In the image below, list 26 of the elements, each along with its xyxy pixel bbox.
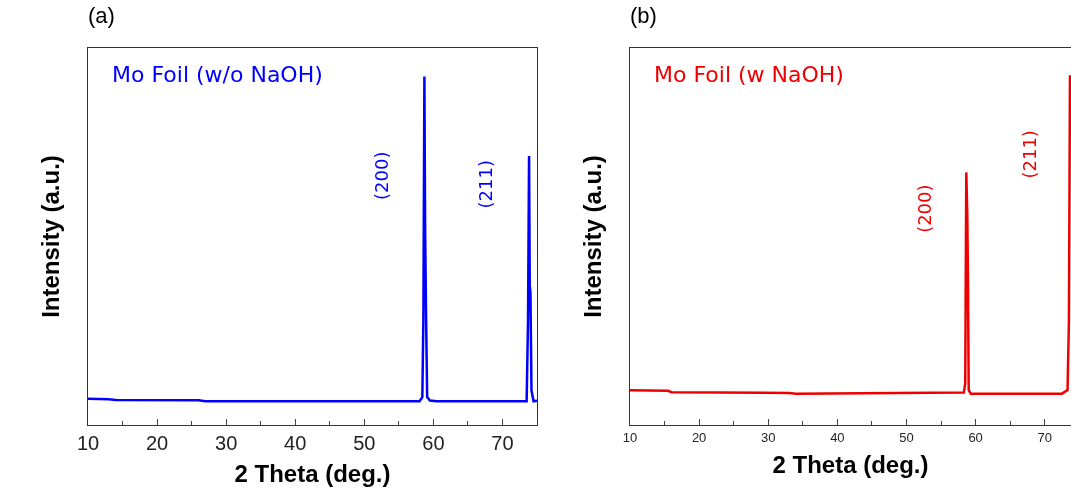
y-axis-title: Intensity (a.u.) bbox=[579, 155, 606, 318]
x-tick-label: 20 bbox=[691, 429, 707, 445]
x-tick-label: 50 bbox=[353, 432, 376, 455]
chart-title: (a) bbox=[88, 2, 115, 28]
x-tick-label: 70 bbox=[1037, 429, 1052, 445]
x-tick-label: 60 bbox=[422, 432, 445, 455]
annotation: (211) bbox=[1019, 130, 1041, 179]
text: Mo Foil (w/o NaOH) bbox=[112, 62, 323, 87]
x-axis-title: 2 Theta (deg.) bbox=[234, 460, 391, 488]
annotation: (200) bbox=[371, 151, 393, 200]
x-tick-label: 20 bbox=[145, 432, 169, 455]
annotation: (200) bbox=[913, 184, 935, 233]
x-tick-label: 60 bbox=[968, 429, 983, 445]
x-tick-label: 30 bbox=[215, 432, 238, 455]
text: Mo Foil (w NaOH) bbox=[654, 62, 844, 87]
x-tick-label: 10 bbox=[76, 432, 100, 455]
chart-title: (b) bbox=[630, 2, 657, 28]
annotation: (211) bbox=[474, 160, 496, 209]
x-tick-label: 30 bbox=[761, 429, 776, 445]
x-tick-label: 40 bbox=[830, 429, 845, 445]
y-axis-title: Intensity (a.u.) bbox=[37, 155, 64, 318]
x-tick-label: 40 bbox=[284, 432, 307, 455]
x-axis-title: 2 Theta (deg.) bbox=[772, 451, 929, 478]
x-tick-label: 50 bbox=[899, 429, 914, 445]
x-tick-label: 70 bbox=[491, 432, 514, 455]
x-tick-label: 10 bbox=[622, 429, 638, 445]
